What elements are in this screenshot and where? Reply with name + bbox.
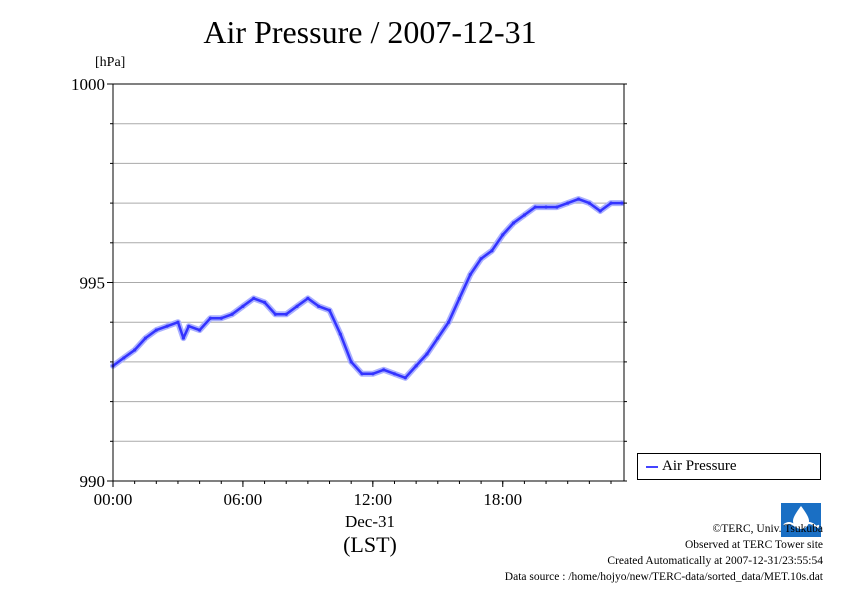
data-point bbox=[360, 372, 364, 376]
data-point bbox=[544, 205, 548, 209]
data-point bbox=[609, 201, 613, 205]
data-point bbox=[306, 296, 310, 300]
data-point bbox=[284, 312, 288, 316]
data-point bbox=[198, 328, 202, 332]
data-point bbox=[501, 233, 505, 237]
chart-title: Air Pressure / 2007-12-31 bbox=[203, 14, 537, 50]
data-point bbox=[479, 257, 483, 261]
data-point bbox=[511, 221, 516, 225]
credit-source: Data source : /home/hojyo/new/TERC-data/… bbox=[504, 571, 823, 583]
data-point bbox=[598, 209, 602, 213]
data-point bbox=[219, 316, 223, 320]
y-tick-label: 995 bbox=[80, 274, 106, 293]
credit-created: Created Automatically at 2007-12-31/23:5… bbox=[607, 555, 823, 567]
grid-lines bbox=[113, 123, 624, 442]
data-point bbox=[154, 328, 158, 332]
data-point bbox=[403, 376, 407, 380]
data-point bbox=[620, 201, 624, 205]
data-point bbox=[457, 296, 462, 300]
data-point bbox=[230, 312, 234, 316]
data-point bbox=[181, 336, 185, 340]
data-point bbox=[425, 352, 429, 356]
data-point bbox=[587, 201, 591, 205]
data-point bbox=[522, 213, 526, 217]
data-point bbox=[133, 348, 137, 352]
data-point bbox=[327, 308, 332, 312]
data-point bbox=[468, 272, 472, 277]
legend-swatch bbox=[646, 466, 658, 468]
data-point bbox=[122, 356, 126, 360]
y-unit-label: [hPa] bbox=[95, 55, 126, 70]
data-point bbox=[371, 372, 375, 376]
x-tick-label: 12:00 bbox=[353, 490, 392, 509]
data-point bbox=[533, 205, 537, 209]
data-point bbox=[414, 364, 418, 368]
legend: Air Pressure bbox=[637, 453, 821, 480]
data-point bbox=[208, 316, 213, 320]
data-point bbox=[436, 336, 440, 340]
series-layer bbox=[110, 196, 625, 381]
data-point bbox=[143, 336, 148, 340]
x-axis-label: (LST) bbox=[343, 532, 397, 557]
data-point bbox=[295, 304, 299, 308]
credit-site: Observed at TERC Tower site bbox=[684, 539, 823, 551]
credits-block: ©TERC, Univ. Tsukuba Observed at TERC To… bbox=[505, 521, 823, 585]
y-tick-label: 990 bbox=[80, 472, 106, 491]
data-point bbox=[165, 324, 169, 328]
data-point bbox=[349, 360, 353, 364]
series-line bbox=[111, 197, 624, 380]
data-point bbox=[338, 332, 342, 336]
tick-layer: 990 995 1000 00:00 06:00 12:00 18:00 bbox=[71, 75, 627, 509]
x-date-label: Dec-31 bbox=[344, 512, 396, 531]
y-tick-label: 1000 bbox=[71, 75, 105, 94]
data-point bbox=[317, 304, 321, 308]
terc-logo-icon bbox=[781, 503, 821, 537]
data-point bbox=[576, 197, 581, 201]
series-line-halo bbox=[110, 196, 625, 381]
data-point bbox=[490, 249, 494, 253]
data-point bbox=[382, 368, 386, 372]
data-point bbox=[187, 324, 191, 328]
data-point bbox=[447, 320, 451, 324]
data-point bbox=[262, 300, 267, 304]
data-point bbox=[566, 201, 570, 205]
data-point bbox=[241, 304, 245, 308]
credit-copyright: ©TERC, Univ. Tsukuba bbox=[712, 523, 823, 535]
x-tick-label: 00:00 bbox=[94, 490, 133, 509]
data-point bbox=[555, 205, 559, 209]
data-point bbox=[273, 312, 277, 316]
x-tick-label: 06:00 bbox=[224, 490, 263, 509]
x-tick-label: 18:00 bbox=[483, 490, 522, 509]
data-point bbox=[176, 320, 180, 324]
data-point bbox=[392, 372, 397, 376]
legend-label: Air Pressure bbox=[662, 458, 737, 474]
data-point bbox=[252, 296, 256, 300]
